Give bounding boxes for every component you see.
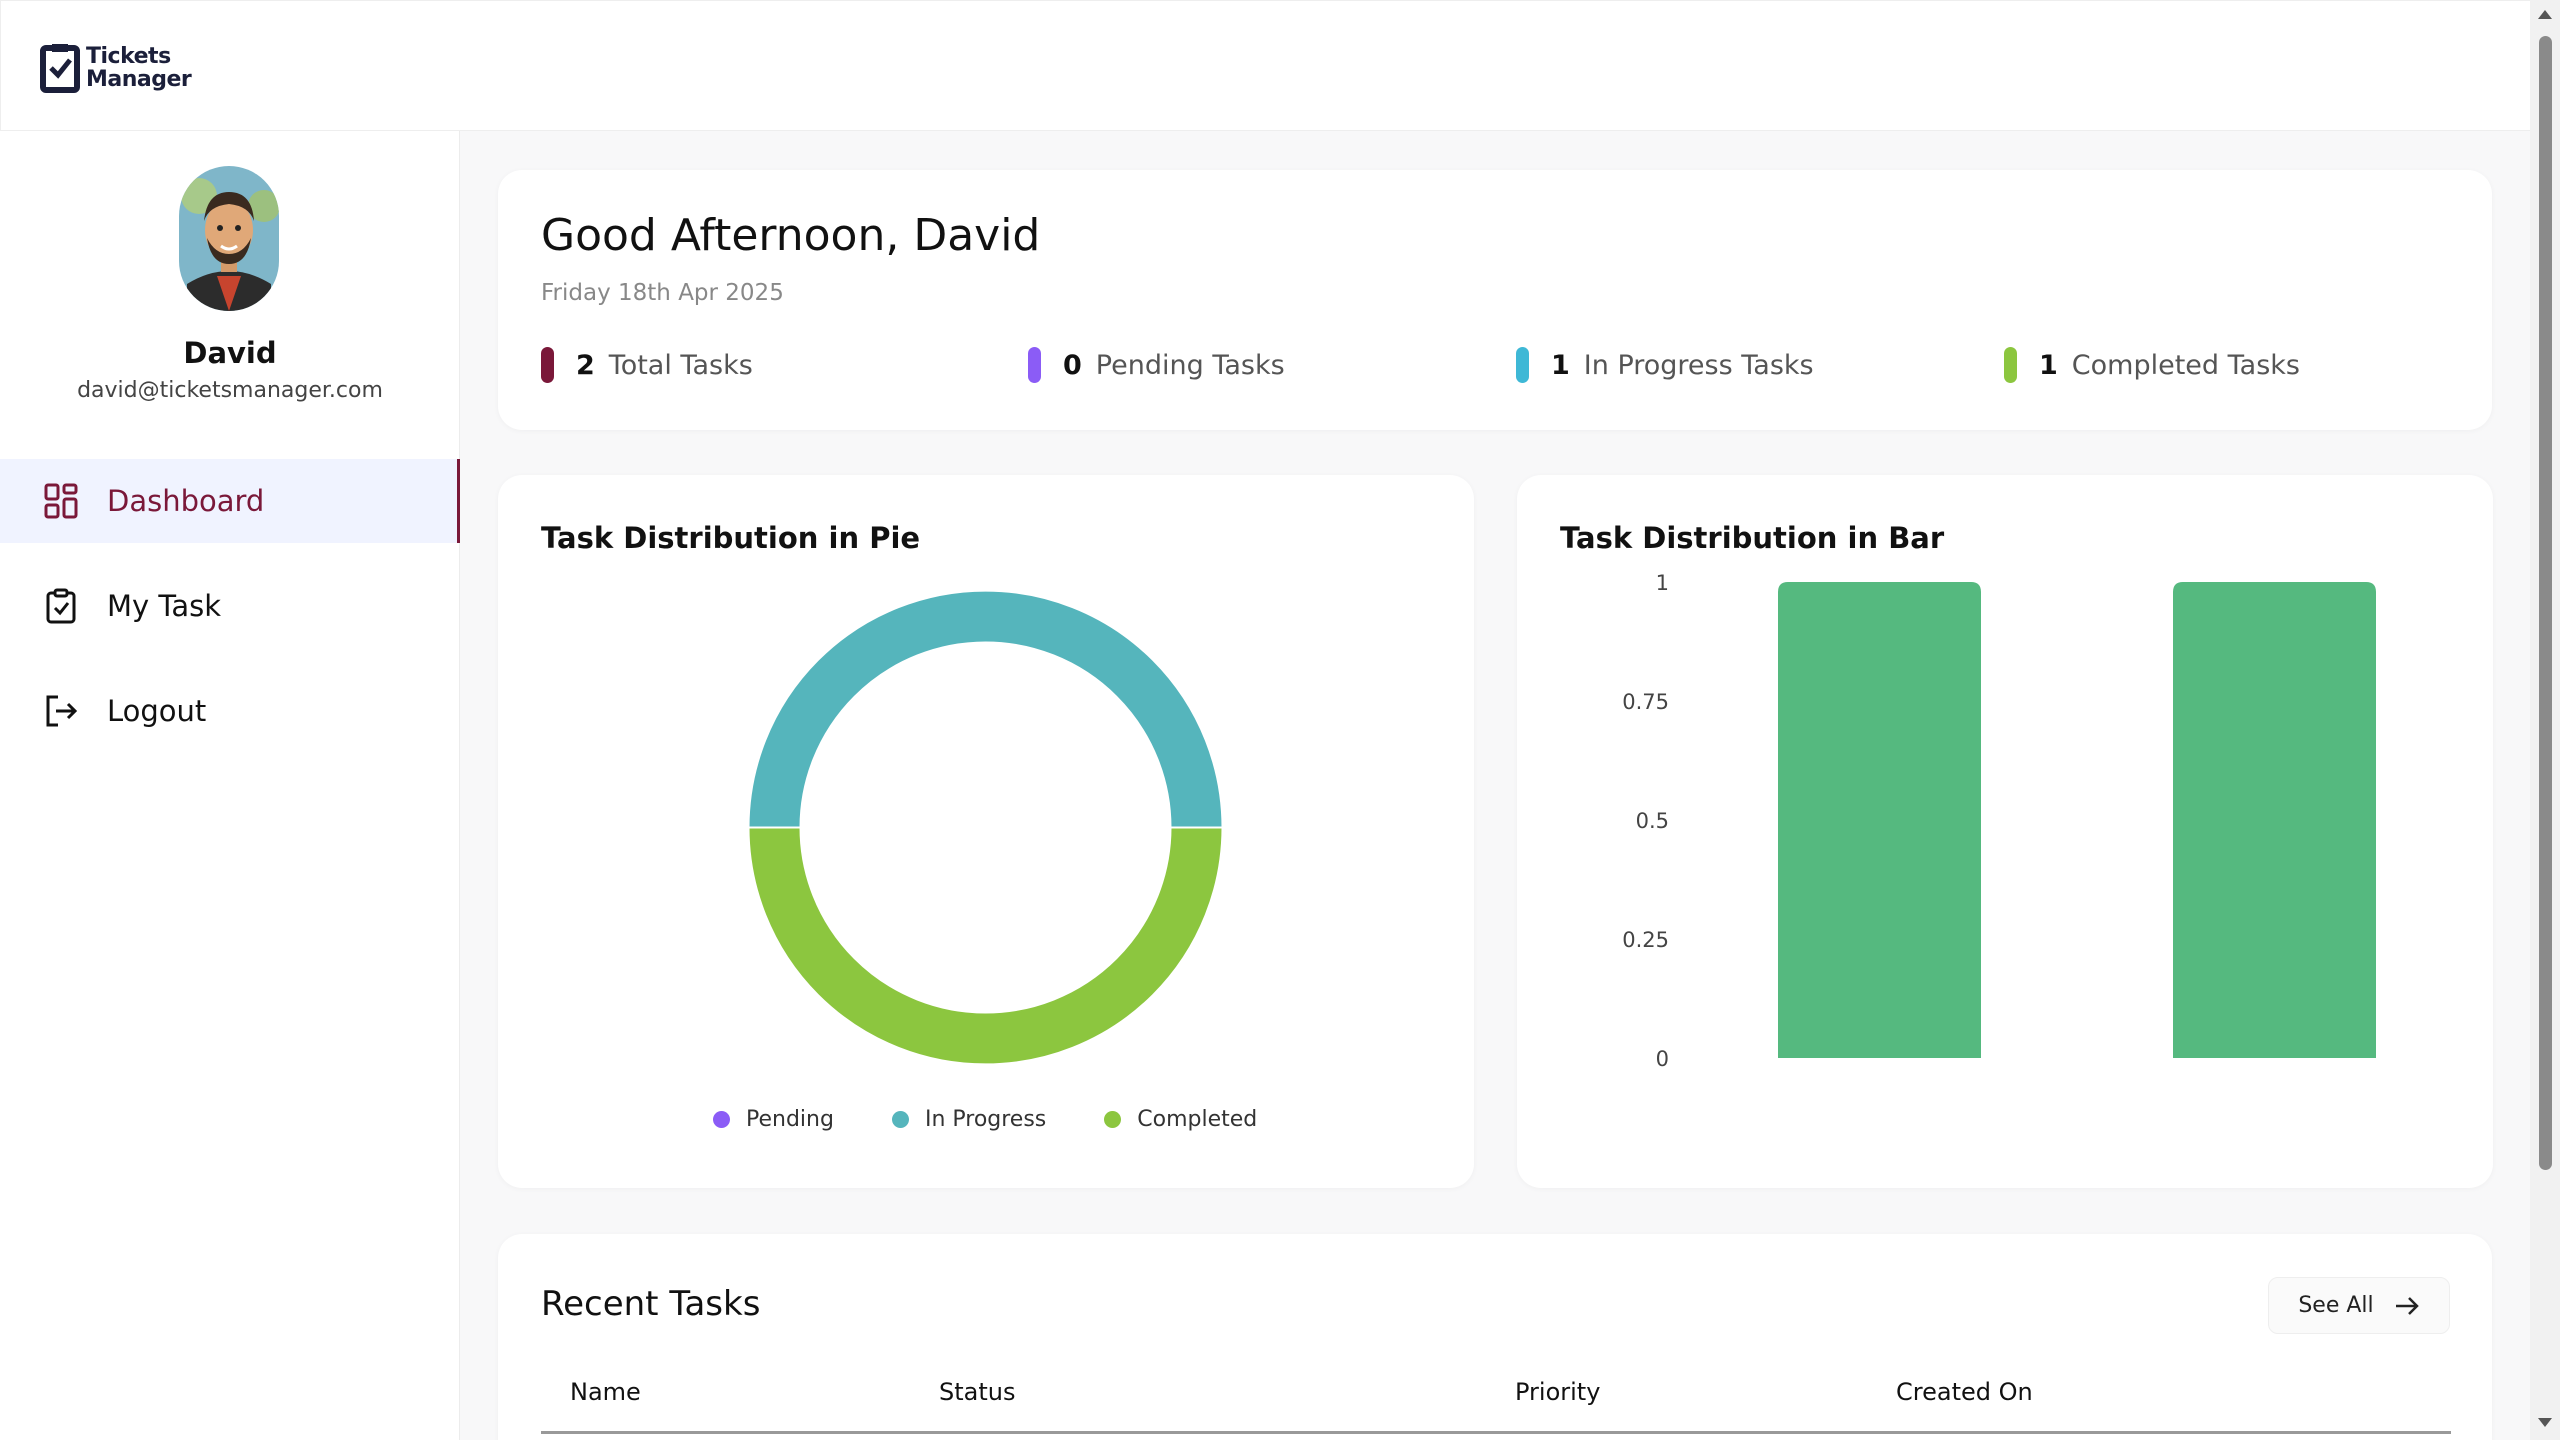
stat-count: 0 [1063, 349, 1082, 381]
logo-checkmark-icon [40, 44, 80, 93]
stat-label: Pending Tasks [1095, 349, 1285, 381]
legend-dot [891, 1111, 909, 1128]
stat-pending-tasks: 0 Pending Tasks [1028, 347, 1285, 383]
pie-chart [748, 590, 1223, 1065]
pie-chart-title: Task Distribution in Pie [541, 521, 921, 555]
bar-chart-card: Task Distribution in Bar 0 0.25 0.5 0.75 1 [1517, 475, 2493, 1188]
stat-color-bar [1028, 347, 1041, 383]
legend-dot [1104, 1111, 1122, 1128]
bar-chart-title: Task Distribution in Bar [1560, 521, 1945, 555]
current-date: Friday 18th Apr 2025 [541, 280, 784, 306]
bar-1 [1778, 582, 1981, 1058]
sidebar: David david@ticketsmanager.com Dashboard… [0, 131, 460, 1440]
sidebar-item-logout[interactable]: Logout [0, 669, 460, 753]
legend-item-pending[interactable]: Pending [713, 1107, 834, 1132]
y-tick-label: 0.5 [1636, 809, 1669, 833]
recent-tasks-title: Recent Tasks [541, 1284, 761, 1324]
legend-dot [713, 1111, 730, 1128]
table-header-divider [541, 1431, 2451, 1434]
stat-total-tasks: 2 Total Tasks [541, 347, 753, 383]
stat-label: Total Tasks [608, 349, 753, 381]
top-bar: Tickets Manager [0, 0, 2530, 131]
legend-item-in-progress[interactable]: In Progress [891, 1107, 1047, 1132]
app-logo[interactable]: Tickets Manager [40, 43, 192, 93]
user-email: david@ticketsmanager.com [77, 378, 383, 403]
legend-label: Completed [1137, 1107, 1258, 1132]
column-header-name[interactable]: Name [570, 1378, 641, 1406]
page-scrollbar[interactable] [2530, 0, 2560, 1440]
stat-label: In Progress Tasks [1583, 349, 1814, 381]
clipboard-check-icon [46, 588, 76, 624]
user-name: David [183, 336, 277, 370]
sidebar-item-dashboard[interactable]: Dashboard [0, 459, 460, 543]
y-tick-label: 0 [1656, 1047, 1669, 1071]
logo-text: Tickets Manager [86, 44, 192, 92]
greeting-title: Good Afternoon, David [541, 210, 1041, 261]
stat-color-bar [541, 347, 554, 383]
scrollbar-thumb[interactable] [2539, 36, 2552, 1170]
scroll-up-arrow-icon[interactable] [2538, 10, 2552, 19]
stat-count: 1 [2039, 349, 2058, 381]
legend-item-completed[interactable]: Completed [1104, 1107, 1257, 1132]
bar-2 [2173, 582, 2376, 1058]
pie-slice-completed [748, 826, 1223, 1065]
logout-icon [46, 695, 78, 727]
sidebar-item-label: Dashboard [107, 484, 265, 518]
see-all-button[interactable]: See All [2268, 1277, 2450, 1334]
bar-chart: 0 0.25 0.5 0.75 1 [1622, 571, 2376, 1071]
legend-label: Pending [746, 1107, 834, 1132]
stat-label: Completed Tasks [2071, 349, 2300, 381]
y-tick-label: 0.75 [1622, 690, 1669, 714]
sidebar-item-label: Logout [107, 694, 207, 728]
stat-color-bar [1516, 347, 1529, 383]
stat-count: 2 [576, 349, 595, 381]
greeting-card: Good Afternoon, David Friday 18th Apr 20… [498, 170, 2492, 430]
arrow-right-icon [2395, 1296, 2419, 1315]
stat-count: 1 [1551, 349, 1570, 381]
stat-color-bar [2004, 347, 2017, 383]
sidebar-item-label: My Task [107, 589, 221, 623]
dashboard-grid-icon [44, 483, 78, 519]
recent-tasks-card: Recent Tasks See All Name Status Priorit… [498, 1234, 2492, 1440]
sidebar-nav: Dashboard My Task Logout [0, 459, 460, 774]
column-header-created-on[interactable]: Created On [1896, 1378, 2033, 1406]
scroll-down-arrow-icon[interactable] [2538, 1418, 2552, 1427]
sidebar-item-my-task[interactable]: My Task [0, 564, 460, 648]
pie-chart-card: Task Distribution in Pie Pending In Prog… [498, 475, 1474, 1188]
column-header-status[interactable]: Status [939, 1378, 1016, 1406]
avatar [179, 166, 279, 311]
stat-in-progress-tasks: 1 In Progress Tasks [1516, 347, 1814, 383]
legend-label: In Progress [924, 1107, 1047, 1132]
y-tick-label: 0.25 [1622, 928, 1669, 952]
stat-completed-tasks: 1 Completed Tasks [2004, 347, 2300, 383]
see-all-label: See All [2298, 1293, 2374, 1318]
y-tick-label: 1 [1656, 571, 1669, 595]
pie-slice-in-progress [748, 590, 1223, 829]
column-header-priority[interactable]: Priority [1515, 1378, 1601, 1406]
pie-legend: Pending In Progress Completed [713, 1107, 1315, 1132]
